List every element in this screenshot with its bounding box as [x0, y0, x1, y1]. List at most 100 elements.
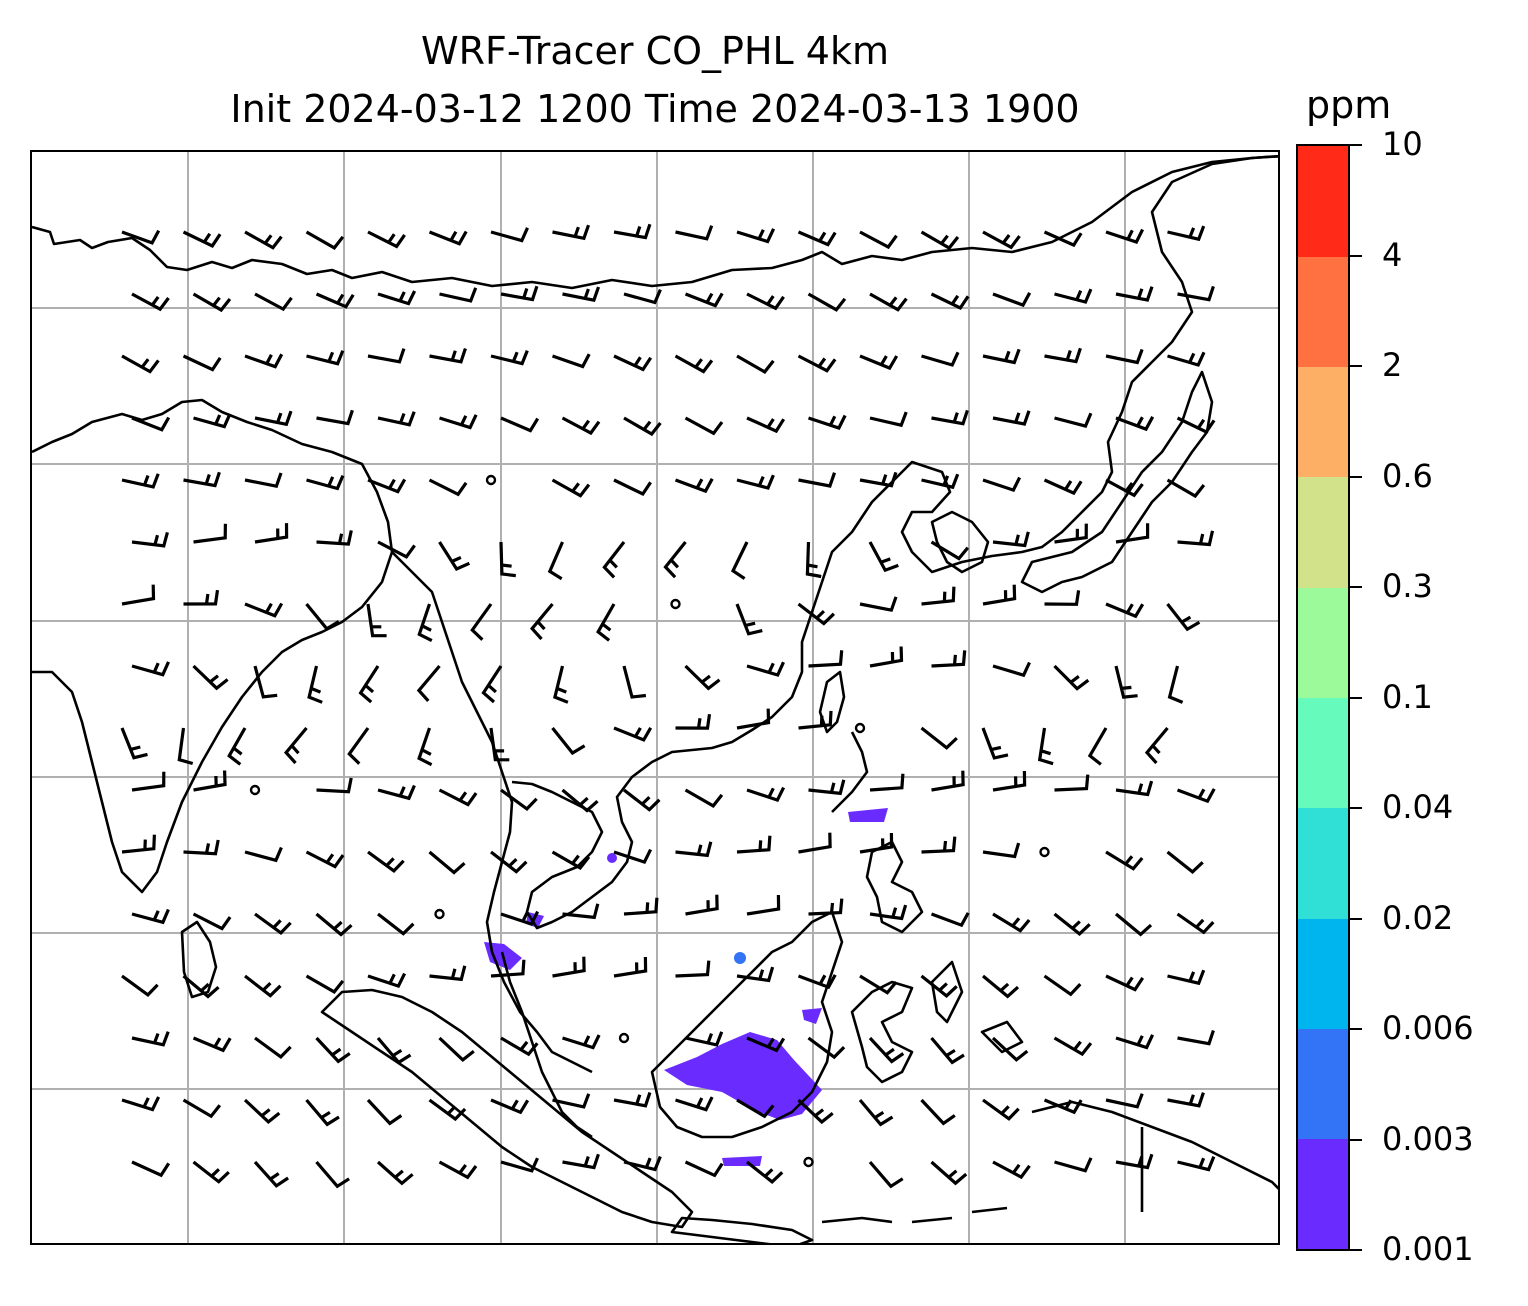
- wind-barb: [358, 665, 380, 704]
- colorbar-tick: [1350, 254, 1362, 257]
- wind-barb: [675, 1096, 714, 1112]
- wind-barb: [367, 230, 406, 249]
- wind-barb: [243, 1098, 281, 1125]
- wind-barb: [797, 974, 837, 990]
- wind-barb: [500, 416, 540, 433]
- wind-barb: [920, 726, 958, 750]
- wind-barb: [859, 354, 899, 371]
- wind-barb: [930, 1036, 965, 1065]
- wind-barb: [1105, 1093, 1144, 1109]
- wind-barb: [376, 1160, 414, 1186]
- wind-barb: [869, 411, 908, 428]
- wind-barb: [244, 472, 283, 489]
- wind-barb: [417, 603, 433, 643]
- colorbar-tick-label: 4: [1382, 235, 1403, 274]
- wind-barb: [1105, 478, 1144, 498]
- wind-barb: [736, 708, 771, 730]
- wind-barb: [613, 848, 653, 865]
- wind-barb: [1115, 286, 1154, 302]
- wind-barb: [316, 530, 353, 546]
- wind-barb: [736, 1098, 775, 1119]
- wind-barb: [931, 650, 967, 668]
- wind-barb: [377, 912, 415, 936]
- colorbar-segment: [1298, 697, 1348, 809]
- colorbar-tick-label: 0.6: [1382, 456, 1433, 495]
- wind-barb: [1144, 726, 1169, 765]
- wind-barb: [490, 227, 529, 243]
- wind-barb: [183, 589, 220, 606]
- wind-barb: [489, 727, 510, 762]
- calm-wind-marker: [1039, 846, 1050, 858]
- wind-barb: [305, 1098, 340, 1127]
- wind-barb: [797, 354, 837, 373]
- wind-barb: [1043, 1098, 1083, 1115]
- wind-barb: [121, 473, 160, 489]
- wind-barb: [920, 974, 958, 999]
- wind-barb: [921, 473, 960, 490]
- map-canvas: [32, 152, 1278, 1243]
- wind-barb: [366, 1098, 403, 1126]
- coastline-java: [670, 1216, 814, 1243]
- wind-barb: [377, 784, 416, 801]
- colorbar-tick: [1350, 917, 1362, 920]
- wind-barb: [992, 410, 1031, 426]
- wind-barb: [1166, 478, 1206, 499]
- wind-barb: [1054, 774, 1090, 792]
- wind-barb: [315, 1160, 350, 1189]
- calm-wind-marker: [803, 1156, 814, 1168]
- wind-barb: [746, 894, 781, 916]
- wind-barb: [500, 1036, 539, 1057]
- wind-barb: [500, 788, 538, 812]
- wind-barbs: [120, 223, 1216, 1189]
- wind-barb: [428, 850, 466, 875]
- colorbar-tick: [1350, 365, 1362, 367]
- wind-barb: [684, 292, 724, 308]
- wind-barb: [192, 292, 232, 313]
- wind-barb: [377, 411, 416, 427]
- wind-barb: [1115, 780, 1154, 797]
- wind-barb: [481, 665, 503, 704]
- wind-barb: [121, 229, 161, 245]
- wind-barb: [930, 540, 970, 561]
- wind-barb: [416, 664, 441, 702]
- colorbar-tick-label: 2: [1382, 346, 1403, 384]
- wind-barb: [1044, 347, 1082, 364]
- wind-barb: [429, 965, 467, 982]
- wind-barb: [1037, 727, 1054, 766]
- wind-barb: [562, 1034, 601, 1050]
- colorbar-tick: [1350, 586, 1362, 588]
- wind-barb: [623, 897, 659, 916]
- coastline-china-east: [691, 154, 1278, 752]
- wind-barb: [438, 541, 471, 572]
- wind-barb: [613, 354, 653, 372]
- wind-barb: [859, 596, 898, 612]
- wind-barb: [192, 664, 229, 691]
- wind-barb: [244, 974, 282, 998]
- calm-wind-marker: [485, 474, 497, 486]
- coastline-india: [32, 398, 394, 894]
- colorbar: [1296, 144, 1350, 1251]
- wind-barb: [685, 1031, 724, 1047]
- colorbar-segment: [1298, 587, 1348, 698]
- wind-barb: [438, 788, 478, 807]
- wind-barb: [552, 956, 586, 978]
- wind-barb: [121, 974, 159, 998]
- wind-barb: [131, 416, 171, 432]
- wind-barb: [347, 727, 370, 765]
- wind-barb: [316, 777, 353, 794]
- wind-barb: [305, 974, 345, 994]
- wind-barb: [675, 841, 713, 858]
- wind-barb: [991, 1036, 1029, 1062]
- colorbar-segment: [1298, 1138, 1348, 1250]
- wind-barb: [552, 224, 591, 241]
- wind-barb: [746, 661, 785, 677]
- coastline-japan: [1020, 370, 1214, 594]
- coastline-sulawesi: [850, 980, 914, 1084]
- wind-barb: [438, 1160, 478, 1180]
- wind-barb: [244, 846, 283, 863]
- wind-barb: [982, 476, 1022, 493]
- wind-barb: [808, 898, 844, 916]
- wind-barb: [798, 832, 832, 854]
- wind-barb: [131, 531, 169, 548]
- wind-barb: [992, 292, 1032, 308]
